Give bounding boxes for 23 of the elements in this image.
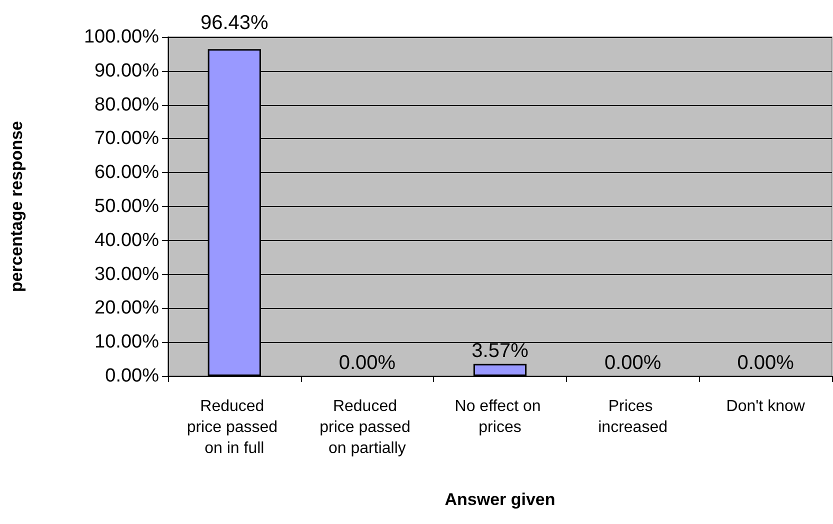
data-label: 0.00% — [338, 352, 396, 374]
data-label: 0.00% — [604, 352, 662, 374]
y-axis-title: percentage response — [7, 120, 26, 292]
y-tick-label: 50.00% — [94, 196, 160, 217]
y-tick-label: 40.00% — [94, 230, 160, 251]
y-tick-label: 70.00% — [94, 128, 160, 150]
x-tick-label: Reduced price passed on in full — [186, 398, 282, 457]
x-tick-label: Reduced price passed on partially — [320, 398, 415, 457]
y-tick-label: 0.00% — [105, 366, 160, 386]
x-tick-label: Prices increased — [598, 398, 668, 436]
y-tick-label: 100.00% — [84, 26, 160, 48]
y-tick-label: 60.00% — [94, 162, 160, 184]
data-label: 0.00% — [737, 352, 794, 374]
y-tick-label: 20.00% — [94, 298, 160, 319]
data-label: 96.43% — [200, 12, 269, 34]
data-label: 3.57% — [472, 340, 529, 362]
y-tick-label: 30.00% — [94, 264, 160, 285]
y-tick-label: 80.00% — [94, 94, 160, 116]
y-tick-label: 90.00% — [94, 60, 160, 82]
x-tick-label: Don't know — [726, 398, 806, 415]
x-tick-label: No effect on prices — [454, 398, 546, 436]
y-tick-label: 10.00% — [94, 332, 160, 353]
x-axis-title: Answer given — [444, 490, 556, 509]
